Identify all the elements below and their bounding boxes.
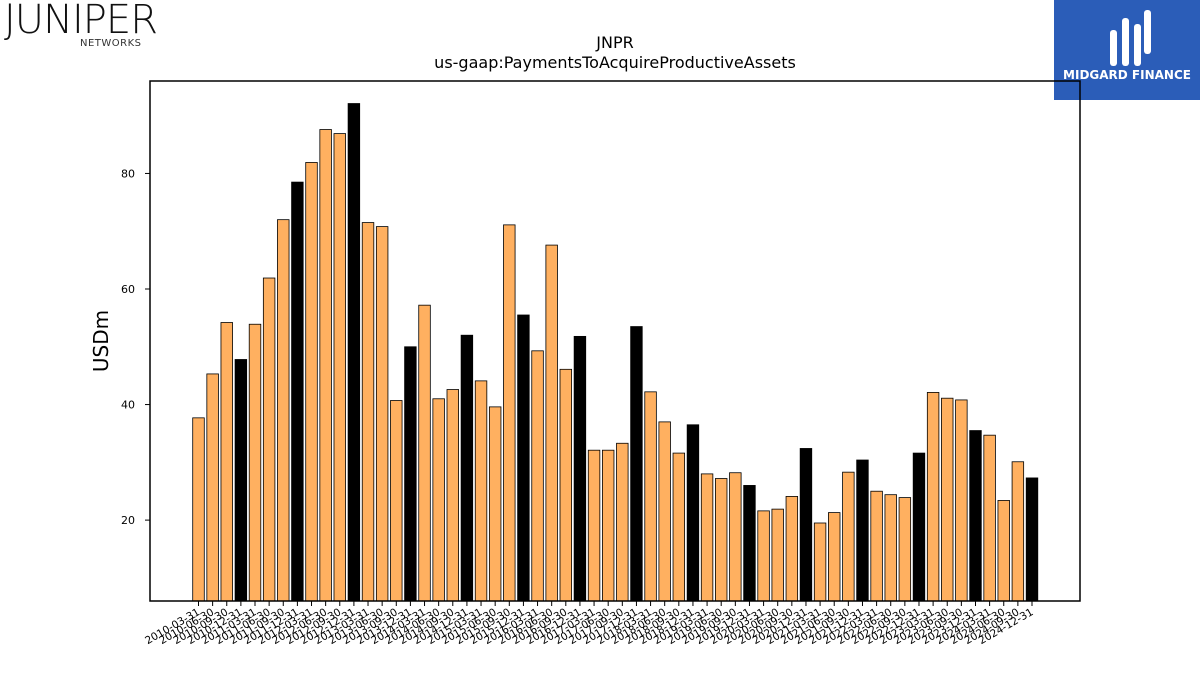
- bar-2010-09-30: [220, 322, 233, 602]
- bar-2022-03-31: [870, 490, 883, 602]
- bar-2020-06-30: [771, 508, 784, 602]
- y-axis-ticks: 20 40 60 80: [121, 167, 150, 527]
- y-axis-label: USDm: [89, 310, 113, 372]
- plot-frame: [149, 80, 1081, 602]
- bar-2020-03-31: [757, 510, 770, 602]
- bar-2012-03-31: [305, 162, 318, 602]
- bar-2015-06-30: [488, 406, 502, 602]
- chart-title: JNPR: [595, 33, 633, 52]
- bar-2010-03-31: [192, 417, 205, 602]
- bar-2013-06-30: [375, 226, 389, 602]
- bar-2024-12-31: [1025, 477, 1039, 602]
- y-tick-label: 20: [121, 514, 135, 527]
- bar-2015-09-30: [503, 224, 516, 602]
- bar-2013-09-30: [390, 400, 403, 602]
- midgard-logo-text: MIDGARD FINANCE: [1063, 68, 1191, 82]
- bar-2013-03-31: [361, 222, 375, 602]
- bar-2017-09-30: [616, 442, 629, 602]
- bar-2014-09-30: [446, 389, 459, 602]
- bar-2018-09-30: [672, 452, 686, 602]
- bar-2012-06-30: [319, 129, 332, 602]
- bar-2012-12-31: [347, 103, 361, 602]
- bar-2023-06-30: [941, 397, 954, 602]
- bar-2017-03-31: [587, 449, 601, 602]
- bar-2022-06-30: [884, 494, 897, 602]
- bar-2011-09-30: [277, 219, 290, 602]
- bar-2017-06-30: [601, 449, 615, 602]
- midgard-mark-icon: [1110, 10, 1151, 66]
- bar-2018-12-31: [686, 424, 700, 602]
- bar-2014-12-31: [460, 334, 474, 602]
- bars-group: [192, 103, 1039, 602]
- bar-2015-03-31: [474, 380, 488, 602]
- bar-2014-06-30: [432, 398, 445, 602]
- bar-2020-09-30: [785, 496, 799, 602]
- y-tick-label: 60: [121, 283, 135, 296]
- bar-2022-09-30: [898, 497, 912, 602]
- bar-2015-12-31: [517, 314, 530, 602]
- bar-2012-09-30: [333, 133, 346, 602]
- y-tick-label: 40: [121, 399, 135, 412]
- bar-2023-12-31: [969, 430, 982, 602]
- bar-2016-12-31: [573, 335, 587, 602]
- midgard-finance-logo: MIDGARD FINANCE: [1054, 0, 1200, 100]
- x-axis-ticks: 2010-03-312010-06-302010-09-302010-12-31…: [143, 601, 1036, 647]
- bar-2021-06-30: [828, 512, 841, 602]
- bar-2022-12-31: [912, 452, 926, 602]
- bar-2024-06-30: [997, 500, 1010, 602]
- bar-2024-09-30: [1011, 461, 1025, 602]
- bar-2021-09-30: [842, 471, 855, 602]
- bar-2011-12-31: [291, 181, 304, 602]
- bar-2011-06-30: [262, 277, 276, 602]
- bar-2016-06-30: [545, 244, 558, 602]
- juniper-logo-subtext: NETWORKS: [80, 38, 142, 49]
- bar-2021-12-31: [856, 459, 869, 602]
- bar-2011-03-31: [248, 323, 262, 602]
- bar-2010-12-31: [234, 359, 248, 602]
- juniper-logo: JUNIPER NETWORKS: [4, 0, 164, 50]
- bar-2018-06-30: [658, 421, 671, 602]
- bar-2023-09-30: [955, 399, 968, 602]
- bar-2016-09-30: [559, 368, 572, 602]
- bar-2019-03-31: [700, 473, 714, 602]
- bar-2021-03-31: [813, 522, 827, 602]
- bar-2018-03-31: [644, 391, 657, 602]
- bar-2013-12-31: [404, 346, 417, 602]
- bar-2020-12-31: [799, 448, 813, 602]
- bar-2023-03-31: [926, 392, 940, 602]
- bar-2019-06-30: [715, 478, 728, 602]
- bar-2019-12-31: [743, 485, 756, 602]
- chart-subtitle: us-gaap:PaymentsToAcquireProductiveAsset…: [434, 53, 796, 72]
- bar-2014-03-31: [418, 304, 431, 602]
- bar-2016-03-31: [531, 350, 544, 602]
- bar-2024-03-31: [983, 434, 996, 602]
- juniper-logo-text: JUNIPER: [4, 0, 158, 43]
- bar-2017-12-31: [630, 326, 643, 602]
- y-tick-label: 80: [121, 167, 135, 180]
- bar-2010-06-30: [206, 373, 219, 602]
- bar-2019-09-30: [729, 472, 742, 602]
